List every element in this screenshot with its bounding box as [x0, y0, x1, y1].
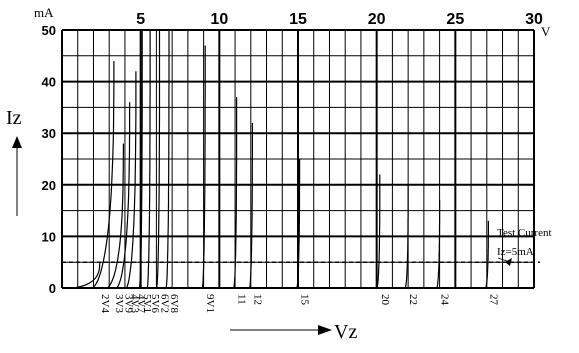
zener-voltage-label: 2V4 — [99, 294, 111, 313]
zener-voltage-label: 6V2 — [159, 294, 171, 313]
y-tick-labels: 0 10 20 30 40 50 — [42, 23, 56, 296]
x-tick-label: 10 — [210, 11, 228, 28]
y-axis-title: Iz — [6, 107, 22, 129]
zener-curve-4v7 — [125, 71, 137, 289]
zener-voltage-label: 5V6 — [149, 294, 161, 313]
x-unit-label: V — [541, 24, 551, 39]
zener-voltage-label: 4V7 — [135, 294, 147, 313]
zener-curve-6v2 — [156, 30, 161, 289]
zener-curve-9v1 — [201, 45, 206, 289]
y-tick-label: 40 — [42, 75, 56, 90]
zener-curves — [69, 30, 489, 289]
zener-voltage-label: 5V1 — [141, 294, 153, 313]
annotation-line1: Test Current — [497, 227, 552, 239]
zener-curve-11 — [233, 97, 238, 289]
zener-voltage-label: 3V3 — [113, 294, 125, 313]
zener-voltage-label: 27 — [487, 294, 499, 306]
test-current-annotation: Test Current Iz=5mA — [497, 227, 552, 266]
zener-voltage-label: 11 — [236, 294, 248, 305]
zener-curve-15 — [296, 159, 301, 289]
zener-voltage-label: 22 — [407, 294, 419, 305]
zener-curve-27 — [485, 220, 489, 289]
y-tick-label: 0 — [49, 281, 56, 296]
zener-curve-12 — [248, 122, 253, 289]
zener-curve-5v6 — [146, 30, 151, 289]
zener-curve-5v1 — [138, 30, 143, 289]
y-unit-label: mA — [34, 5, 54, 20]
y-tick-label: 30 — [42, 126, 56, 141]
y-tick-label: 50 — [42, 23, 56, 38]
zener-curve-24 — [436, 200, 441, 289]
x-tick-labels: 5 10 15 20 25 30 — [136, 11, 543, 28]
zener-voltage-label: 12 — [251, 294, 263, 305]
zener-voltage-label: 6V8 — [168, 294, 180, 313]
zener-voltage-label: 4V3 — [129, 294, 141, 313]
zener-curve-4v3 — [116, 102, 131, 289]
zener-curve-20 — [376, 174, 381, 289]
y-axis-arrow — [12, 136, 22, 216]
zener-curve-3v3 — [91, 61, 115, 289]
zener-curve-3v9 — [106, 143, 125, 289]
x-axis-arrow — [230, 325, 332, 335]
zener-curve-2v4 — [69, 262, 101, 289]
zener-voltage-label: 24 — [439, 294, 451, 306]
zener-voltage-label: 15 — [299, 294, 311, 306]
y-tick-label: 10 — [42, 229, 56, 244]
annotation-line2: Iz=5mA — [497, 246, 534, 258]
zener-curve-22 — [404, 184, 409, 289]
x-axis-title: Vz — [334, 321, 357, 343]
zener-voltage-label: 3V9 — [122, 294, 134, 313]
zener-curve-6v8 — [165, 30, 170, 289]
x-tick-label: 20 — [368, 11, 386, 28]
y-tick-label: 20 — [42, 178, 56, 193]
x-tick-label: 15 — [289, 11, 307, 28]
x-tick-label: 25 — [446, 11, 464, 28]
x-tick-label: 30 — [525, 11, 543, 28]
zener-voltage-label: 20 — [379, 294, 391, 306]
x-tick-label: 5 — [136, 11, 145, 28]
zener-voltage-label: 9V1 — [204, 294, 216, 313]
